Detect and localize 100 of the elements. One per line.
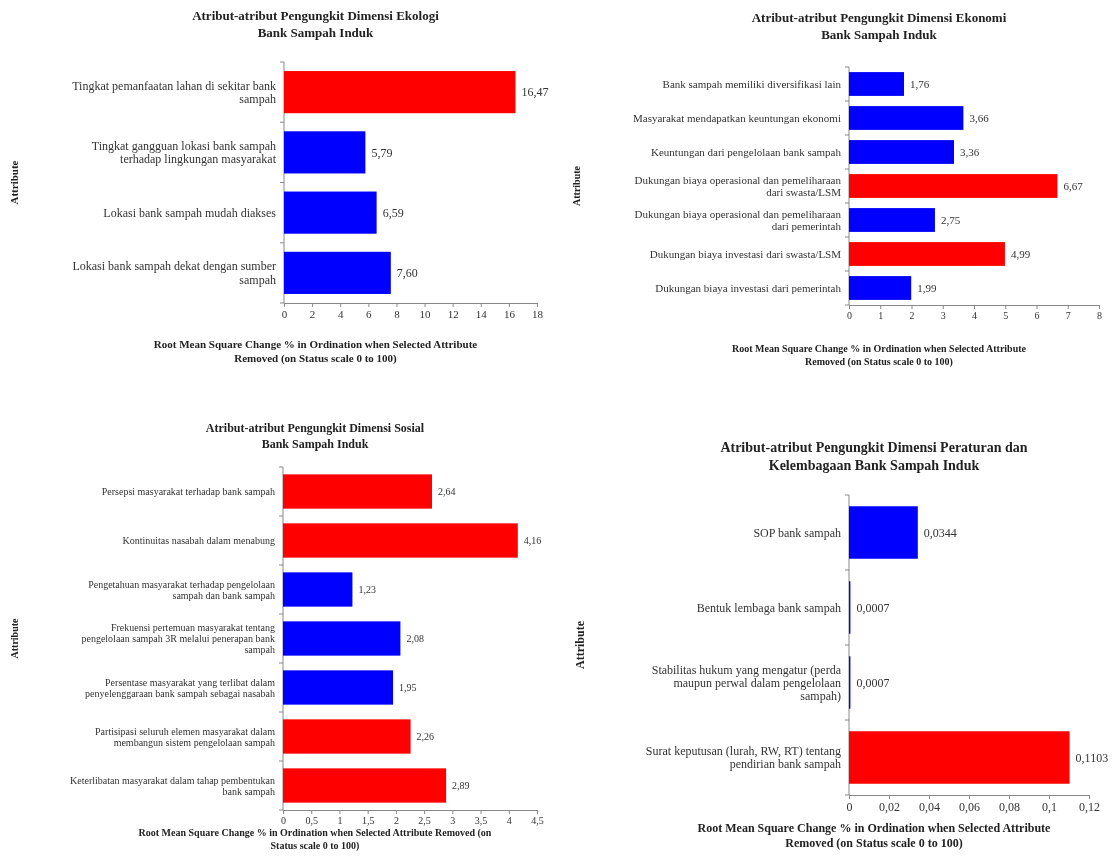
y-tick-label: Persentase masyarakat yang terlibat dalam penyelenggaraan bank sampah sebagai nasabah xyxy=(85,676,276,699)
x-tick-label: 1,5 xyxy=(361,815,375,827)
x-tick-label: 4 xyxy=(972,310,977,322)
data-label: 7,60 xyxy=(396,266,418,281)
bar xyxy=(284,251,391,294)
data-label: 4,99 xyxy=(1010,247,1031,260)
x-tick-label: 0,06 xyxy=(959,799,980,814)
x-tick-label: 18 xyxy=(532,307,544,320)
data-label: 0,1103 xyxy=(1075,750,1109,765)
y-tick-label: SOP bank sampah xyxy=(753,525,841,540)
bar xyxy=(283,670,394,705)
data-label: 4,16 xyxy=(523,535,542,546)
data-label: 16,47 xyxy=(521,85,549,100)
bar xyxy=(283,474,433,509)
x-tick-label: 0,04 xyxy=(919,799,940,814)
x-tick-label: 5 xyxy=(1003,310,1009,322)
x-tick-label: 0,02 xyxy=(879,799,900,814)
data-label: 1,23 xyxy=(358,584,376,595)
y-axis-title: Attribute xyxy=(573,620,587,669)
bar xyxy=(849,174,1058,198)
y-tick-label: Dukungan biaya investasi dari swasta/LSM xyxy=(649,247,842,260)
x-tick-label: 4,5 xyxy=(531,815,544,827)
x-tick-label: 0,5 xyxy=(305,815,318,827)
x-tick-label: 2 xyxy=(909,310,915,322)
y-tick-label: Masyarakat mendapatkan keuntungan ekonomi xyxy=(632,111,841,124)
x-tick-label: 14 xyxy=(475,307,488,320)
data-label: 0,0344 xyxy=(923,525,957,540)
bar xyxy=(849,242,1005,266)
data-label: 0,0007 xyxy=(856,675,890,690)
data-label: 2,08 xyxy=(406,633,424,644)
x-axis-title: Root Mean Square Change % in Ordination when Selected Attribute Removed (on Status scale 0 to 100) xyxy=(138,827,492,852)
data-label: 2,89 xyxy=(452,780,470,791)
x-tick-label: 2 xyxy=(309,307,316,320)
x-axis-title: Root Mean Square Change % in Ordination when Selected Attribute Removed (on Status scale 0 to 100) xyxy=(732,343,1027,368)
bar xyxy=(849,506,918,559)
y-tick-label: Dukungan biaya investasi dari pemerintah xyxy=(655,281,842,294)
bar xyxy=(283,523,518,558)
x-tick-label: 3 xyxy=(450,815,456,827)
bar xyxy=(284,131,366,174)
data-label: 1,95 xyxy=(399,682,417,693)
x-tick-label: 6 xyxy=(1034,310,1040,322)
chart-title: Atribut-atribut Pengungkit Dimensi Ekonomi Bank Sampah Induk xyxy=(751,10,1007,42)
bar xyxy=(284,71,516,114)
y-tick-label: Partisipasi seluruh elemen masyarakat dalam membangun sistem pengelolaan sampah xyxy=(95,725,276,748)
y-tick-label: Dukungan biaya operasional dan pemeliharaan dari swasta/LSM xyxy=(634,173,842,198)
y-tick-label: Tingkat pemanfaatan lahan di sekitar bank sampah xyxy=(72,78,276,106)
x-tick-label: 12 xyxy=(447,307,459,320)
x-tick-label: 8 xyxy=(1097,310,1102,322)
x-axis-title: Root Mean Square Change % in Ordination when Selected Attribute Removed (on Status scale 0 to 100) xyxy=(153,338,478,365)
x-tick-label: 0 xyxy=(846,799,853,814)
bar xyxy=(849,106,964,130)
chart-title: Atribut-atribut Pengungkit Dimensi Ekologi Bank Sampah Induk xyxy=(192,8,440,40)
x-tick-label: 16 xyxy=(503,307,516,320)
x-tick-label: 10 xyxy=(419,307,432,320)
y-tick-label: Tingkat gangguan lokasi bank sampah terhadap lingkungan masyarakat xyxy=(91,138,277,167)
chart-title: Atribut-atribut Pengungkit Dimensi Peraturan dan Kelembagaan Bank Sampah Induk xyxy=(720,440,1028,474)
x-tick-label: 4 xyxy=(337,307,344,320)
x-tick-label: 0 xyxy=(281,307,288,320)
x-tick-label: 2,5 xyxy=(418,815,431,827)
data-label: 3,66 xyxy=(969,111,990,124)
y-tick-label: Dukungan biaya operasional dan pemeliharaan dari pemerintah xyxy=(634,207,842,232)
y-tick-label: Lokasi bank sampah dekat dengan sumber sampah xyxy=(72,259,276,287)
data-label: 0,0007 xyxy=(856,600,890,615)
x-tick-label: 3 xyxy=(940,310,946,322)
x-tick-label: 1 xyxy=(337,815,343,827)
y-tick-label: Kontinuitas nasabah dalam menabung xyxy=(122,535,275,546)
y-tick-label: Keterlibatan masyarakat dalam tahap pembentukan bank sampah xyxy=(70,774,275,797)
y-tick-label: Persepsi masyarakat terhadap bank sampah xyxy=(101,486,275,497)
x-axis-title: Root Mean Square Change % in Ordination when Selected Attribute Removed (on Status scale 0 to 100) xyxy=(697,821,1052,850)
data-label: 2,75 xyxy=(940,213,961,226)
x-tick-label: 0 xyxy=(847,310,852,322)
bar xyxy=(283,768,447,803)
y-tick-label: Bentuk lembaga bank sampah xyxy=(696,600,841,615)
x-tick-label: 0,08 xyxy=(999,799,1020,814)
y-tick-label: Keuntungan dari pengelolaan bank sampah xyxy=(651,145,842,158)
x-tick-label: 7 xyxy=(1065,310,1071,322)
x-tick-label: 4 xyxy=(506,815,512,827)
x-tick-label: 0,12 xyxy=(1079,799,1100,814)
bar xyxy=(283,621,401,656)
y-axis-title: Attribute xyxy=(8,160,20,205)
x-tick-label: 2 xyxy=(393,815,399,827)
y-tick-label: Lokasi bank sampah mudah diakses xyxy=(103,205,277,220)
bar xyxy=(849,276,912,300)
bar xyxy=(849,72,904,96)
data-label: 6,59 xyxy=(382,205,404,220)
x-tick-label: 1 xyxy=(878,310,884,322)
y-axis-title: Attribute xyxy=(571,165,582,206)
data-label: 1,76 xyxy=(910,77,930,90)
bar xyxy=(284,191,377,234)
y-tick-label: Frekuensi pertemuan masyarakat tentang pengelolaan sampah 3R melalui penerapan bank sampah xyxy=(81,622,275,655)
data-label: 2,26 xyxy=(416,731,435,742)
y-axis-title: Attribute xyxy=(9,617,20,659)
x-tick-label: 0,1 xyxy=(1042,799,1057,814)
bar xyxy=(849,731,1070,784)
data-label: 1,99 xyxy=(917,281,937,294)
bar xyxy=(283,719,411,754)
bar xyxy=(283,572,353,607)
bar xyxy=(849,208,935,232)
data-label: 3,36 xyxy=(960,145,980,158)
bar xyxy=(849,140,954,164)
